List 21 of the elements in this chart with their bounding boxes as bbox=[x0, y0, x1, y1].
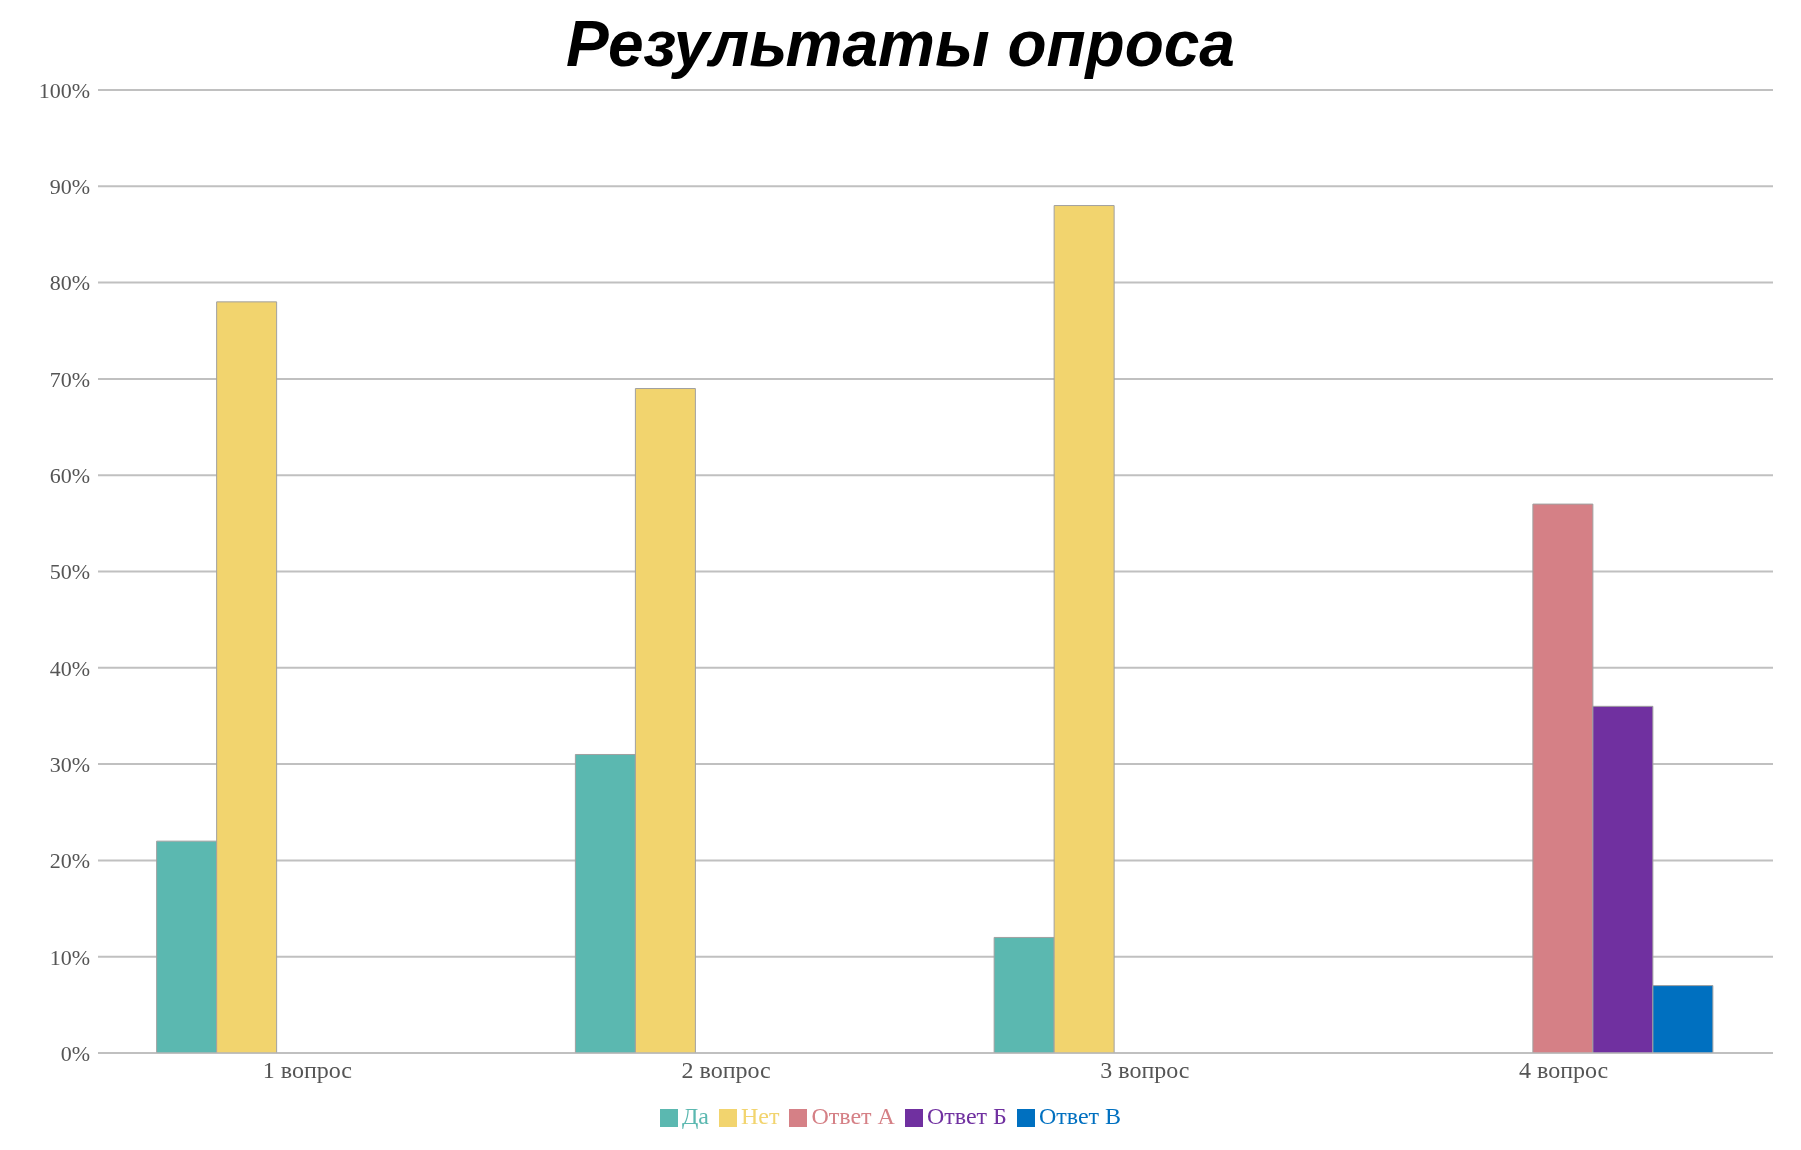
chart-title: Результаты опроса bbox=[566, 8, 1235, 80]
y-tick-label: 90% bbox=[49, 174, 90, 200]
legend-label: Ответ В bbox=[1038, 1103, 1122, 1129]
x-tick-label: 1 вопрос bbox=[262, 1057, 353, 1084]
legend-label: Да bbox=[681, 1103, 709, 1129]
y-tick-label: 0% bbox=[60, 1040, 90, 1066]
x-tick-label: 3 вопрос bbox=[1100, 1057, 1190, 1084]
y-tick-label: 80% bbox=[49, 270, 90, 296]
x-tick-label: 2 вопрос bbox=[681, 1057, 771, 1084]
y-tick-label: 60% bbox=[49, 463, 90, 489]
y-tick-label: 50% bbox=[49, 559, 90, 585]
y-tick-label: 100% bbox=[38, 77, 90, 103]
legend-label: Ответ Б bbox=[926, 1103, 1007, 1129]
y-tick-label: 70% bbox=[49, 366, 90, 392]
y-tick-label: 10% bbox=[49, 944, 90, 970]
y-tick-label: 40% bbox=[49, 655, 90, 681]
legend-label: Нет bbox=[740, 1103, 780, 1129]
x-tick-label: 4 вопрос bbox=[1518, 1057, 1609, 1084]
y-tick-label: 30% bbox=[49, 751, 90, 777]
legend-label: Ответ А bbox=[811, 1103, 895, 1129]
y-tick-label: 20% bbox=[49, 848, 90, 874]
